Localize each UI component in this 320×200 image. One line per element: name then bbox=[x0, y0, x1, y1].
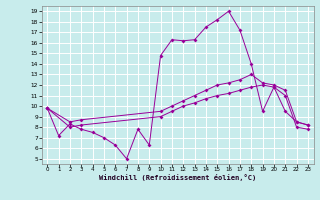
X-axis label: Windchill (Refroidissement éolien,°C): Windchill (Refroidissement éolien,°C) bbox=[99, 174, 256, 181]
